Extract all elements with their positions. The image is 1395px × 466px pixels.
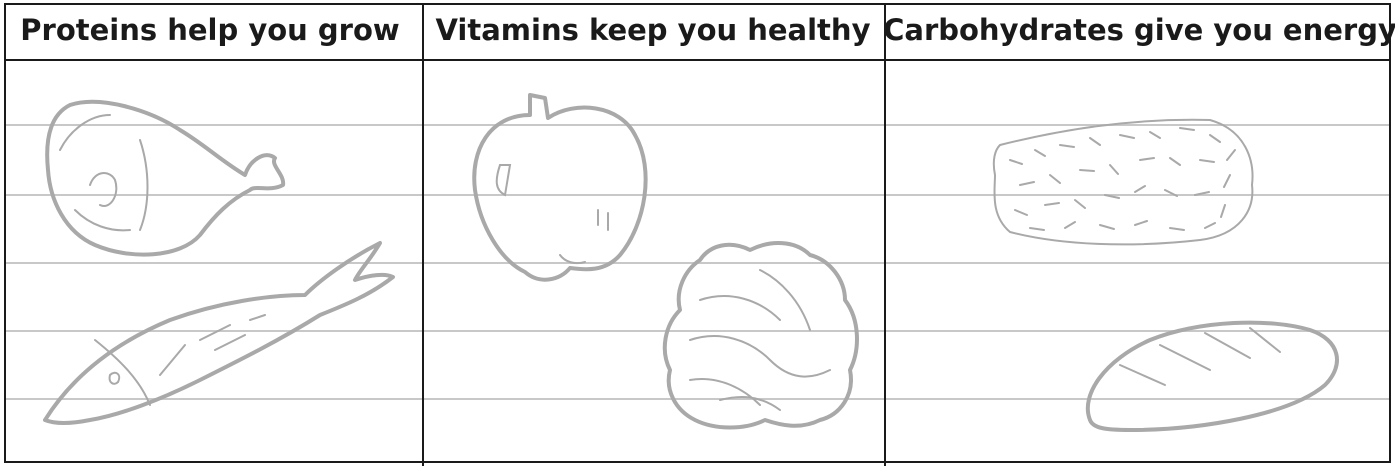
column-header: Carbohydrates give you energy [883, 13, 1395, 47]
bread-drawing [1088, 323, 1337, 430]
rice-drawing [994, 120, 1253, 245]
column-header: Proteins help you grow [20, 13, 399, 47]
fish-drawing [45, 243, 393, 423]
worksheet: Proteins help you grow Vitamins keep you… [0, 0, 1395, 466]
table-border [5, 4, 1390, 462]
apple-drawing [474, 95, 645, 280]
page: Proteins help you grow Vitamins keep you… [0, 0, 1395, 466]
column-header: Vitamins keep you healthy [436, 13, 871, 47]
table-frame [5, 4, 1390, 466]
